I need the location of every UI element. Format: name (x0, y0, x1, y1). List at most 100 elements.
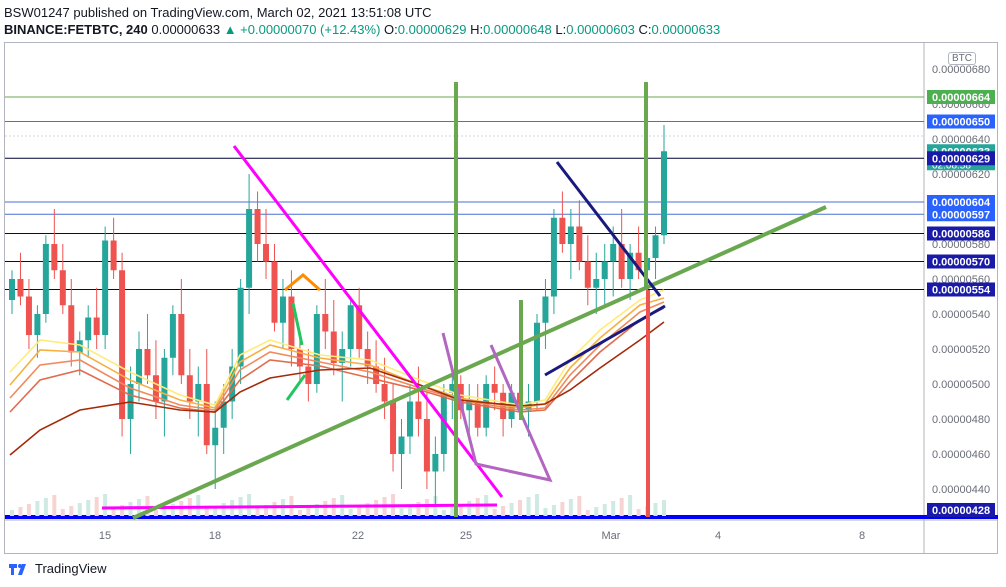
candle-body (661, 151, 667, 236)
y-tick-label: 0.00000640 (932, 134, 990, 146)
price-change: ▲ +0.00000070 (+12.43%) (223, 22, 381, 37)
volume-bar (585, 510, 590, 516)
y-tick-label: 0.00000520 (932, 344, 990, 356)
y-tick-label: 0.00000480 (932, 414, 990, 426)
volume-bar (611, 501, 616, 516)
volume-bar (272, 502, 277, 516)
candle-body (449, 384, 456, 393)
candle-body (533, 322, 540, 402)
currency-badge: BTC (948, 52, 976, 65)
low-label: L: (555, 22, 567, 37)
volume-bar (52, 495, 57, 516)
volume-bar (543, 508, 548, 516)
open-label: O: (384, 22, 398, 37)
navy-support-line (544, 304, 666, 377)
moving-average-line (9, 289, 665, 406)
price-label: 0.00000554 (932, 285, 991, 297)
price-label-bg (927, 151, 995, 166)
y-tick-label: 0.00000460 (932, 449, 990, 461)
price-label: 0.00000629 (932, 153, 990, 165)
volume-bar (10, 510, 14, 516)
x-tick-label: Mar (602, 530, 621, 542)
candle-body (440, 392, 447, 454)
price-label-bg (927, 90, 995, 104)
candle-body (593, 279, 600, 288)
y-tick-label: 0.00000620 (932, 169, 990, 181)
volume-bar (357, 506, 362, 516)
volume-bar (560, 502, 565, 516)
chart-frame[interactable] (4, 42, 998, 554)
candle-body (246, 209, 253, 288)
candle-body (119, 270, 126, 419)
candle-body (169, 314, 176, 358)
volume-bar (204, 509, 209, 516)
candle-body (466, 401, 473, 411)
volume-bar (653, 503, 658, 516)
candle-body (305, 366, 312, 384)
close-label: C: (638, 22, 652, 37)
volume-bar (475, 498, 480, 516)
candle-body (347, 305, 354, 349)
volume-bar (365, 503, 370, 516)
moving-average-line (9, 321, 665, 456)
candle-body (457, 384, 464, 411)
publish-info: BSW01247 published on TradingView.com, M… (4, 5, 432, 20)
price-label-bg (927, 503, 995, 517)
moving-average-line (9, 301, 665, 411)
last-price: 0.00000633 (151, 22, 221, 37)
volume-bar (450, 507, 455, 516)
candle-body (288, 296, 295, 349)
price-label: 0.00000597 (932, 209, 990, 221)
candle-body (390, 401, 397, 454)
candle-body (313, 314, 320, 384)
candle-body (542, 296, 549, 323)
candle-body (17, 279, 24, 297)
price-label-bg (927, 254, 995, 269)
candle-body (152, 375, 159, 402)
candle-body (415, 401, 422, 419)
volume-bar (103, 494, 108, 516)
volume-bar (86, 500, 91, 516)
volume-bar (619, 498, 624, 516)
volume-bar (526, 497, 531, 516)
price-label: 0.00000664 (932, 92, 991, 104)
candle-body (322, 314, 329, 332)
volume-bar (94, 497, 99, 516)
high-label: H: (470, 22, 484, 37)
candle-body (627, 252, 634, 279)
candle-body (398, 436, 405, 454)
candle-body (559, 217, 566, 244)
volume-bar (221, 503, 226, 516)
orange-marker (284, 273, 321, 292)
volume-bar (407, 505, 412, 516)
price-label: 0.00000428 (932, 505, 990, 517)
candle-body (186, 375, 193, 402)
volume-bar (467, 501, 472, 516)
volume-bar (424, 499, 429, 516)
price-label-bg (927, 114, 995, 129)
candle-body (406, 401, 413, 437)
candle-body (110, 240, 117, 271)
y-tick-label: 0.00000680 (932, 64, 990, 76)
candle-body (25, 296, 32, 335)
volume-bar (323, 501, 328, 516)
candle-body (432, 454, 439, 472)
candle-body (93, 317, 100, 335)
volume-bar (35, 501, 40, 516)
symbol-info: BINANCE:FETBTC, 240 0.00000633 ▲ +0.0000… (4, 21, 994, 38)
y-tick-label: 0.00000440 (932, 484, 990, 496)
price-label: 0.00000586 (932, 229, 990, 241)
candle-body (576, 226, 583, 262)
price-label: 0.00000570 (932, 257, 990, 269)
volume-bar (551, 505, 556, 516)
candle-body (373, 366, 380, 384)
candle-body (59, 270, 66, 306)
footer: TradingView (8, 561, 107, 576)
candle-body (279, 296, 286, 323)
volume-bar (297, 510, 302, 516)
volume-bar (213, 506, 218, 516)
candle-body (136, 349, 143, 384)
price-label-bg (927, 207, 995, 222)
green-uptrend-line (132, 205, 827, 520)
